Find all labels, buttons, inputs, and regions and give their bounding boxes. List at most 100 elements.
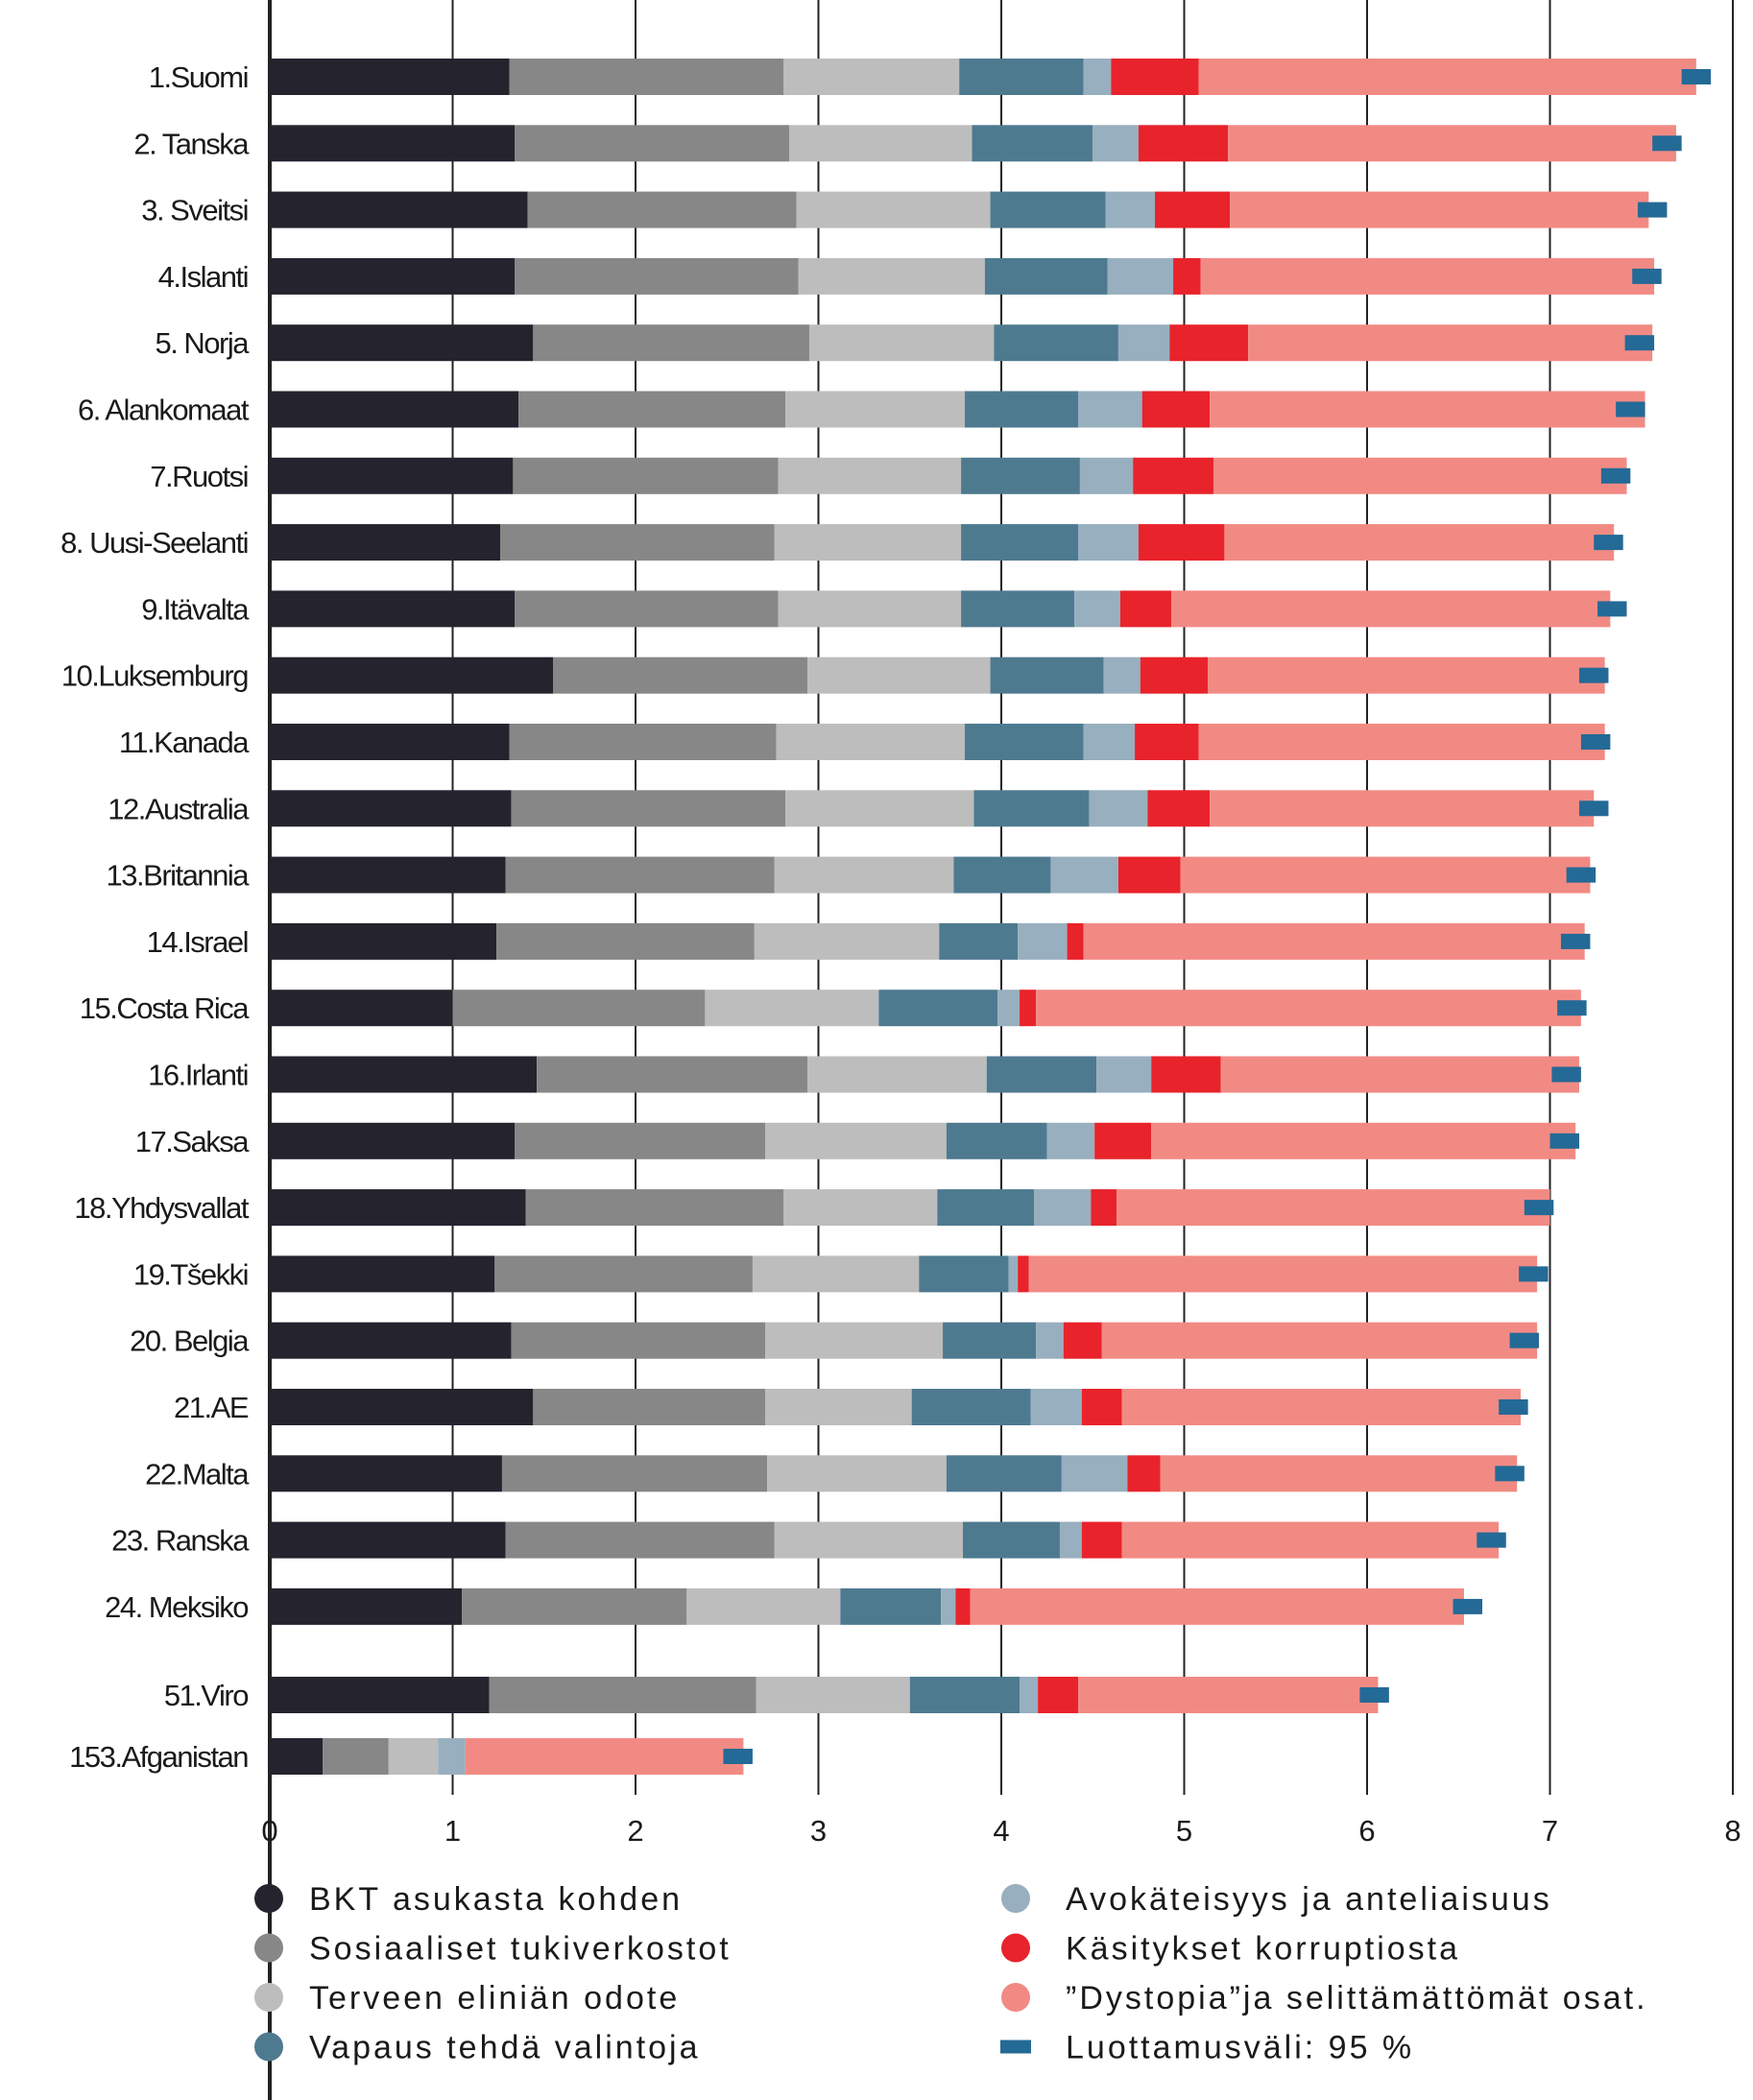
bar-segment <box>515 257 799 295</box>
confidence-interval-marker <box>1600 467 1631 484</box>
bar-segment <box>1200 257 1655 295</box>
bar-segment <box>270 1255 495 1293</box>
bar-segment <box>505 856 775 894</box>
legend-swatch <box>254 2032 283 2062</box>
bars <box>270 59 1696 1775</box>
bar-segment <box>1117 856 1181 894</box>
confidence-interval-marker <box>1495 1466 1525 1482</box>
bar-segment <box>785 391 965 428</box>
bar-segment <box>1171 590 1611 628</box>
bar-segment <box>785 790 974 827</box>
bar-segment <box>270 125 516 162</box>
confidence-interval-marker <box>1594 535 1623 551</box>
bar-segment <box>1103 656 1141 694</box>
bar-segment <box>840 1587 942 1625</box>
bar-segment <box>1230 191 1649 228</box>
category-label: 13.Britannia <box>107 859 251 893</box>
bar-segment <box>1198 59 1696 95</box>
bar-segment <box>1094 1122 1152 1159</box>
bar-segment <box>270 1587 463 1625</box>
bar-segment <box>509 59 784 95</box>
confidence-interval-marker <box>1624 335 1655 351</box>
category-label: 12.Australia <box>108 792 250 825</box>
confidence-interval-marker <box>1580 734 1611 750</box>
bar-segment <box>961 457 1080 494</box>
bar-segment <box>270 656 554 694</box>
confidence-intervals <box>723 69 1712 1764</box>
bar-segment <box>1036 1322 1064 1359</box>
bar-segment <box>1020 990 1037 1027</box>
bar-segment <box>1020 1677 1039 1713</box>
bar-segment <box>496 922 755 960</box>
x-tick-label: 1 <box>444 1814 461 1848</box>
bar-segment <box>961 590 1075 628</box>
category-labels: 1.Suomi 2. Tanska 3. Sveitsi 4.Islanti 5. No… <box>60 60 252 1774</box>
category-label: 17.Saksa <box>135 1125 251 1158</box>
bar-segment <box>1081 1389 1122 1425</box>
bar-segment <box>1089 790 1148 827</box>
bar-segment <box>686 1587 841 1625</box>
x-tick-label: 2 <box>627 1814 643 1848</box>
bar-segment <box>509 724 777 760</box>
bar-segment <box>754 922 940 960</box>
bar-segment <box>270 257 516 295</box>
bar-segment <box>1083 922 1585 960</box>
confidence-interval-marker <box>1681 69 1712 84</box>
bar-segment <box>527 191 797 228</box>
confidence-interval-marker <box>723 1749 753 1764</box>
bar-segment <box>500 524 775 561</box>
category-label: 9.Itävalta <box>141 592 250 626</box>
bar-segment <box>511 1322 766 1359</box>
x-tick-label: 6 <box>1358 1814 1375 1848</box>
bar-segment <box>1061 1455 1128 1492</box>
bar-segment <box>1173 257 1201 295</box>
bar-segment <box>774 856 954 894</box>
bar-segment <box>1030 1389 1082 1425</box>
bar-segment <box>878 990 998 1027</box>
bar-segment <box>1224 524 1615 561</box>
bar-segment <box>778 590 962 628</box>
x-tick-label: 5 <box>1176 1814 1192 1848</box>
bar-segment <box>984 257 1108 295</box>
bar-segment <box>774 524 962 561</box>
category-label: 18.Yhdysvallat <box>74 1191 250 1225</box>
category-label: 19.Tšekki <box>133 1257 248 1291</box>
bar-segment <box>1093 125 1139 162</box>
bar-segment <box>1169 324 1249 362</box>
category-label: 4.Islanti <box>158 260 248 294</box>
bar-segment <box>270 457 514 494</box>
confidence-interval-marker <box>1557 1000 1587 1016</box>
bar-segment <box>1063 1322 1102 1359</box>
bar-segment <box>789 125 973 162</box>
bar-segment <box>1117 1189 1550 1227</box>
category-label: 20. Belgia <box>130 1324 250 1358</box>
bar-segment <box>515 590 779 628</box>
confidence-interval-marker <box>1597 601 1627 617</box>
bar-segment <box>323 1738 389 1775</box>
bar-segment <box>438 1738 466 1775</box>
bar-segment <box>1119 590 1172 628</box>
bar-segment <box>1111 59 1199 95</box>
bar-segment <box>783 1189 938 1227</box>
legend-label: Vapaus tehdä valintoja <box>309 2030 701 2066</box>
bar-segment <box>1151 1056 1221 1093</box>
bar-segment <box>1050 856 1118 894</box>
bar-segment <box>525 1189 784 1227</box>
legend-swatch <box>1001 1983 1030 2012</box>
bar-segment <box>1078 524 1139 561</box>
bar-segment <box>1036 990 1581 1027</box>
bar-segment <box>767 1455 947 1492</box>
x-tick-label: 0 <box>261 1814 277 1848</box>
category-label: 8. Uusi-Seelanti <box>60 526 248 560</box>
bar-segment <box>465 1738 744 1775</box>
bar-segment <box>776 724 965 760</box>
category-label: 51.Viro <box>164 1679 248 1712</box>
bar-segment <box>972 125 1093 162</box>
bar-segment <box>1228 125 1676 162</box>
bar-segment <box>1155 191 1231 228</box>
legend-label: Sosiaaliset tukiverkostot <box>309 1931 732 1968</box>
bar-segment <box>953 856 1051 894</box>
bar-segment <box>973 790 1090 827</box>
bar-segment <box>909 1677 1021 1713</box>
bar-segment <box>270 922 497 960</box>
